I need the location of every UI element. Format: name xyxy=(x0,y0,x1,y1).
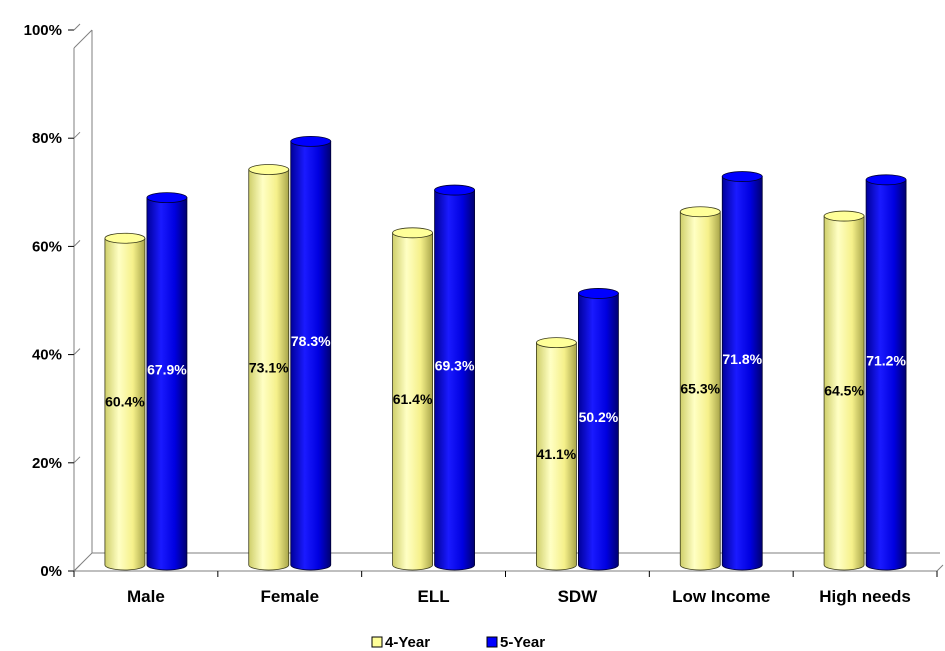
bar-top xyxy=(865,174,907,186)
bar-top xyxy=(536,337,577,349)
data-label: 65.3% xyxy=(680,380,720,396)
bar-top xyxy=(248,164,290,175)
bar-body xyxy=(578,293,619,571)
bar-4-year xyxy=(104,232,146,571)
legend-swatch xyxy=(371,636,383,648)
data-labels: 60.4% 67.9% 73.1%78.3% 61.4% 69.3% 41.1% 50.2%… xyxy=(105,333,906,462)
y-axis-ticks: 0% 20% 40% 60% 80% 100% xyxy=(24,22,81,580)
data-label: 50.2% xyxy=(579,409,619,425)
y-tick-depth xyxy=(73,564,81,572)
bar-body xyxy=(146,197,188,571)
data-label: 71.8% xyxy=(722,351,762,367)
y-tick-label: 20% xyxy=(32,455,62,472)
bar-body xyxy=(392,232,433,571)
y-tick-label: 80% xyxy=(32,130,62,147)
bar-body xyxy=(536,342,577,571)
bar-body xyxy=(290,140,332,571)
bars xyxy=(104,135,907,571)
y-tick-label: 60% xyxy=(32,238,62,255)
bar-4-year xyxy=(536,337,577,571)
bar-top xyxy=(823,210,865,222)
y-tick-depth xyxy=(73,131,81,139)
bar-5-year xyxy=(146,192,188,571)
y-tick-label: 40% xyxy=(32,347,62,364)
y-tick-depth xyxy=(73,348,81,355)
data-label: 64.5% xyxy=(824,383,864,399)
category-label: High needs xyxy=(819,587,911,606)
category-label: Low Income xyxy=(672,587,770,606)
data-label: 61.4% xyxy=(393,391,433,407)
bar-body xyxy=(823,215,865,571)
bar-body xyxy=(104,237,146,571)
y-tick-label: 100% xyxy=(24,22,62,39)
bar-top xyxy=(679,206,721,218)
legend-label: 4-Year xyxy=(385,634,430,651)
bar-top xyxy=(721,171,763,182)
y-tick-depth xyxy=(73,23,81,31)
bar-5-year xyxy=(865,174,907,571)
bar-body xyxy=(679,211,721,571)
y-tick-depth xyxy=(73,240,81,247)
bar-4-year xyxy=(392,227,433,571)
bar-5-year xyxy=(578,288,619,571)
data-label: 78.3% xyxy=(291,333,331,349)
y-tick-label: 0% xyxy=(40,563,62,580)
bar-4-year xyxy=(248,164,290,571)
bar-body xyxy=(434,189,475,571)
category-label: ELL xyxy=(418,587,450,606)
y-axis-top-depth xyxy=(73,29,93,49)
category-label: Male xyxy=(127,587,165,606)
bar-4-year xyxy=(823,210,865,571)
category-label: Female xyxy=(260,587,319,606)
data-label: 41.1% xyxy=(537,446,577,462)
legend-item-4-year: 4-Year xyxy=(371,634,430,651)
bar-top xyxy=(146,192,188,204)
bar-body xyxy=(721,176,763,571)
bar-top xyxy=(578,288,619,299)
bar-top xyxy=(290,135,332,147)
bar-4-year xyxy=(679,206,721,571)
y-tick-depth xyxy=(73,456,81,464)
bar-body xyxy=(248,169,290,571)
legend-swatch xyxy=(486,636,498,648)
bar-body xyxy=(865,179,907,571)
bar-5-year xyxy=(721,171,763,571)
floor-right-depth xyxy=(936,564,944,572)
axes xyxy=(73,29,944,577)
data-label: 73.1% xyxy=(249,359,289,375)
data-label: 60.4% xyxy=(105,394,145,410)
bar-top xyxy=(392,227,433,239)
data-label: 71.2% xyxy=(866,352,906,368)
category-labels: Male Female ELL SDW Low Income High needs xyxy=(127,587,911,606)
legend-item-5-year: 5-Year xyxy=(486,634,545,651)
category-label: SDW xyxy=(558,587,599,606)
data-label: 67.9% xyxy=(147,361,187,377)
bar-5-year xyxy=(434,184,475,571)
legend-label: 5-Year xyxy=(500,634,545,651)
legend: 4-Year 5-Year xyxy=(371,634,545,651)
bar-5-year xyxy=(290,135,332,571)
bar-top xyxy=(104,232,146,244)
bar-top xyxy=(434,184,475,196)
data-label: 69.3% xyxy=(435,358,475,374)
